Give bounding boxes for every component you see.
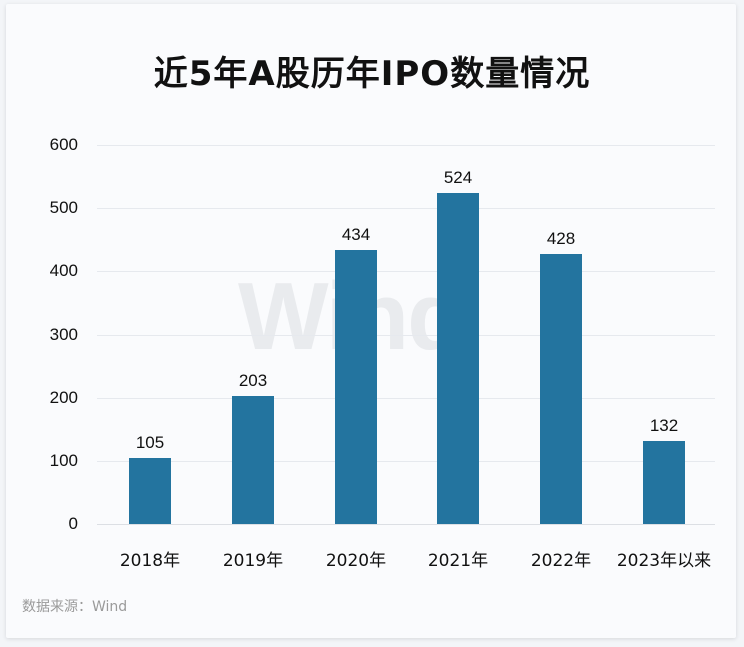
x-tick-label: 2020年 bbox=[325, 551, 387, 571]
y-tick-label: 600 bbox=[49, 135, 78, 154]
x-tick-label: 2021年 bbox=[427, 551, 489, 571]
y-tick-label: 300 bbox=[49, 325, 78, 344]
y-tick-label: 500 bbox=[49, 198, 78, 217]
bar-value-label: 105 bbox=[135, 433, 165, 452]
gridline bbox=[97, 461, 715, 462]
bar-value-label: 203 bbox=[238, 371, 268, 390]
y-tick-label: 200 bbox=[49, 388, 78, 407]
x-tick-label: 2022年 bbox=[530, 551, 592, 571]
x-tick-label: 2023年以来 bbox=[616, 551, 712, 571]
gridline bbox=[97, 335, 715, 336]
y-tick-label: 0 bbox=[68, 514, 78, 533]
bar-value-label: 524 bbox=[443, 168, 473, 187]
bar bbox=[540, 254, 582, 524]
gridline bbox=[97, 208, 715, 209]
gridline bbox=[97, 271, 715, 272]
bar-value-label: 132 bbox=[649, 416, 679, 435]
bar bbox=[643, 441, 685, 524]
gridline bbox=[97, 145, 715, 146]
gridline bbox=[97, 398, 715, 399]
bar bbox=[232, 396, 274, 524]
bar bbox=[335, 250, 377, 524]
x-tick-label: 2018年 bbox=[119, 551, 181, 571]
chart-title: 近5年A股历年IPO数量情况 bbox=[153, 54, 591, 94]
bar-value-label: 434 bbox=[341, 225, 371, 244]
y-tick-label: 400 bbox=[49, 261, 78, 280]
bar-value-label: 428 bbox=[546, 229, 576, 248]
bar bbox=[129, 458, 171, 524]
y-tick-label: 100 bbox=[49, 451, 78, 470]
gridline bbox=[97, 524, 715, 525]
source-note: 数据来源：Wind bbox=[22, 599, 128, 615]
x-tick-label: 2019年 bbox=[222, 551, 284, 571]
bar bbox=[437, 193, 479, 524]
